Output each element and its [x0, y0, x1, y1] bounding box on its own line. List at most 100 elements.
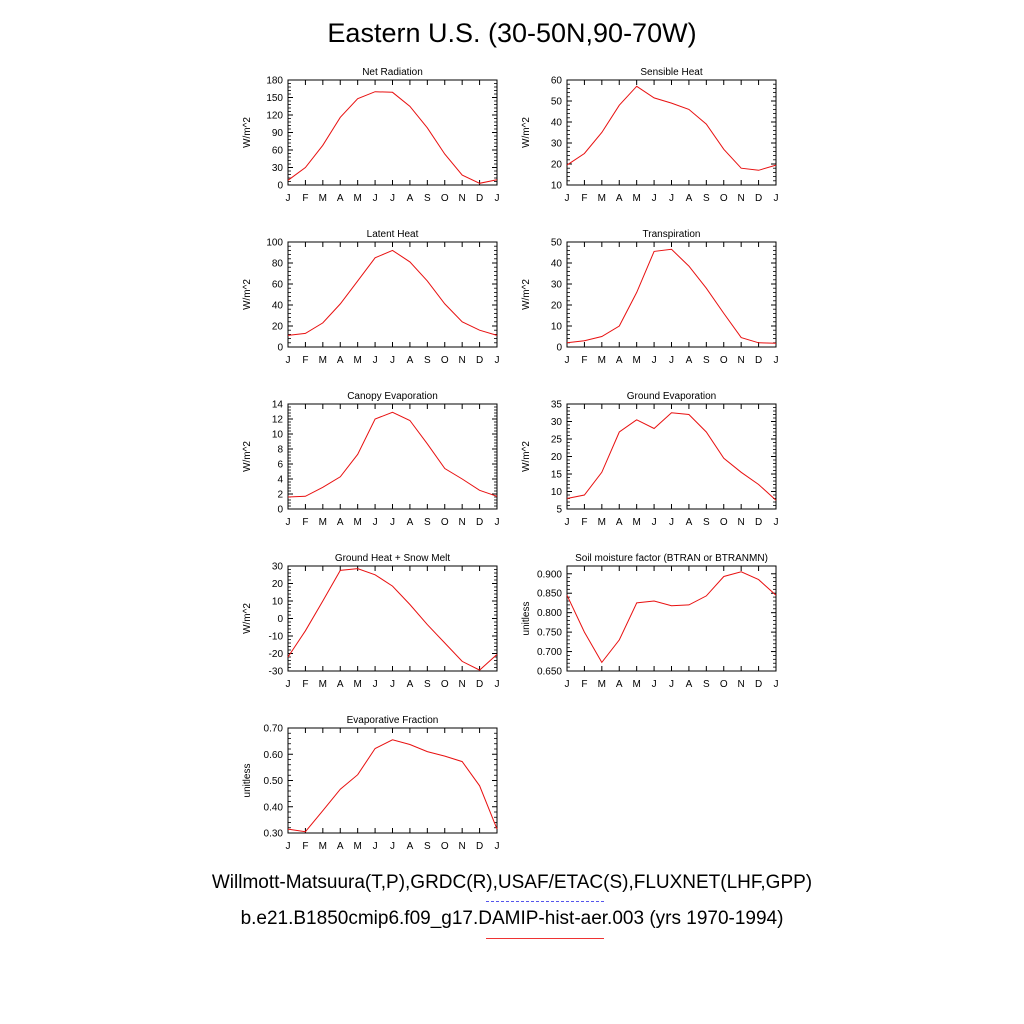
y-tick-label: 15 [551, 470, 563, 481]
x-tick-label: M [598, 679, 606, 690]
data-point [409, 743, 411, 745]
data-point [478, 669, 480, 671]
x-tick-label: S [703, 517, 710, 528]
y-axis-label: W/m^2 [521, 441, 532, 472]
x-tick-label: F [581, 355, 587, 366]
legend-model-label: b.e21.B1850cmip6.f09_g17.DAMIP-hist-aer.… [240, 908, 784, 929]
x-tick-label: A [686, 193, 693, 204]
data-point [391, 249, 393, 251]
data-point [757, 578, 759, 580]
legend-observations-label: Willmott-Matsuura(T,P),GRDC(R),USAF/ETAC… [211, 872, 813, 893]
plot-frame [287, 79, 498, 186]
legend-observations-swatch [486, 901, 604, 902]
data-point [723, 457, 725, 459]
x-tick-label: J [495, 193, 500, 204]
data-point [322, 144, 324, 146]
data-point [601, 471, 603, 473]
series-line-ground-evaporation [566, 412, 777, 501]
y-tick-label: 40 [551, 118, 563, 129]
x-tick-label: O [720, 193, 728, 204]
data-point [496, 828, 498, 830]
data-point [601, 661, 603, 663]
x-tick-label: A [407, 679, 414, 690]
x-tick-label: M [598, 517, 606, 528]
figure-title: Eastern U.S. (30-50N,90-70W) [327, 18, 697, 48]
y-tick-label: 150 [266, 93, 283, 104]
x-tick-label: D [476, 193, 483, 204]
x-tick-label: N [459, 193, 466, 204]
x-tick-label: J [373, 517, 378, 528]
data-point [566, 497, 568, 499]
x-tick-label: M [353, 517, 361, 528]
y-axis-label: W/m^2 [242, 279, 253, 310]
x-tick-label: D [476, 355, 483, 366]
y-tick-label: 80 [272, 259, 284, 270]
y-tick-label: 10 [551, 487, 563, 498]
y-tick-label: 20 [272, 579, 284, 590]
x-tick-label: J [565, 355, 570, 366]
x-tick-label: J [495, 841, 500, 852]
y-tick-label: 0.40 [264, 802, 284, 813]
x-tick-label: J [495, 355, 500, 366]
data-point [426, 280, 428, 282]
x-tick-label: J [652, 517, 657, 528]
x-tick-label: O [441, 841, 449, 852]
data-point [583, 340, 585, 342]
x-tick-label: M [319, 517, 327, 528]
x-tick-label: O [441, 679, 449, 690]
data-point [339, 303, 341, 305]
x-tick-label: J [774, 355, 779, 366]
y-tick-label: 25 [551, 435, 563, 446]
data-point [287, 334, 289, 336]
data-point [740, 571, 742, 573]
x-tick-label: M [598, 355, 606, 366]
y-tick-label: 0 [277, 181, 283, 192]
series-line-canopy-evaporation [287, 411, 498, 498]
data-point [705, 431, 707, 433]
x-tick-label: A [407, 355, 414, 366]
y-tick-label: 10 [551, 322, 563, 333]
x-tick-label: J [373, 679, 378, 690]
data-point [356, 774, 358, 776]
x-tick-label: F [302, 841, 308, 852]
data-point [478, 785, 480, 787]
x-tick-label: J [390, 355, 395, 366]
data-point [653, 97, 655, 99]
y-tick-label: 0.900 [537, 569, 562, 580]
x-tick-label: F [581, 679, 587, 690]
x-tick-label: A [616, 517, 623, 528]
y-tick-label: 20 [551, 452, 563, 463]
data-point [688, 108, 690, 110]
x-tick-label: J [774, 193, 779, 204]
y-axis-label: W/m^2 [521, 279, 532, 310]
data-point [757, 483, 759, 485]
chart-title: Ground Evaporation [627, 391, 717, 402]
x-tick-label: J [495, 517, 500, 528]
x-tick-label: M [353, 355, 361, 366]
data-point [670, 102, 672, 104]
y-tick-label: 0 [277, 505, 283, 516]
chart-ground-heat-snow-melt: Ground Heat + Snow Melt -30 -20 -10 0 10 20 30 J… [242, 553, 500, 690]
x-tick-label: A [686, 517, 693, 528]
x-tick-label: J [390, 679, 395, 690]
x-tick-label: O [720, 679, 728, 690]
legend-model-swatch [486, 938, 604, 939]
x-tick-label: J [390, 517, 395, 528]
x-tick-label: N [459, 841, 466, 852]
x-tick-label: J [669, 517, 674, 528]
x-tick-label: J [286, 517, 291, 528]
data-point [461, 660, 463, 662]
data-point [409, 261, 411, 263]
y-tick-label: 0.70 [264, 724, 284, 735]
y-tick-label: 0.60 [264, 750, 284, 761]
y-tick-label: 40 [551, 259, 563, 270]
data-point [409, 419, 411, 421]
data-point [705, 123, 707, 125]
data-point [723, 575, 725, 577]
y-tick-label: -30 [269, 667, 284, 678]
y-tick-label: 10 [272, 430, 284, 441]
series-line-latent-heat [287, 249, 498, 336]
